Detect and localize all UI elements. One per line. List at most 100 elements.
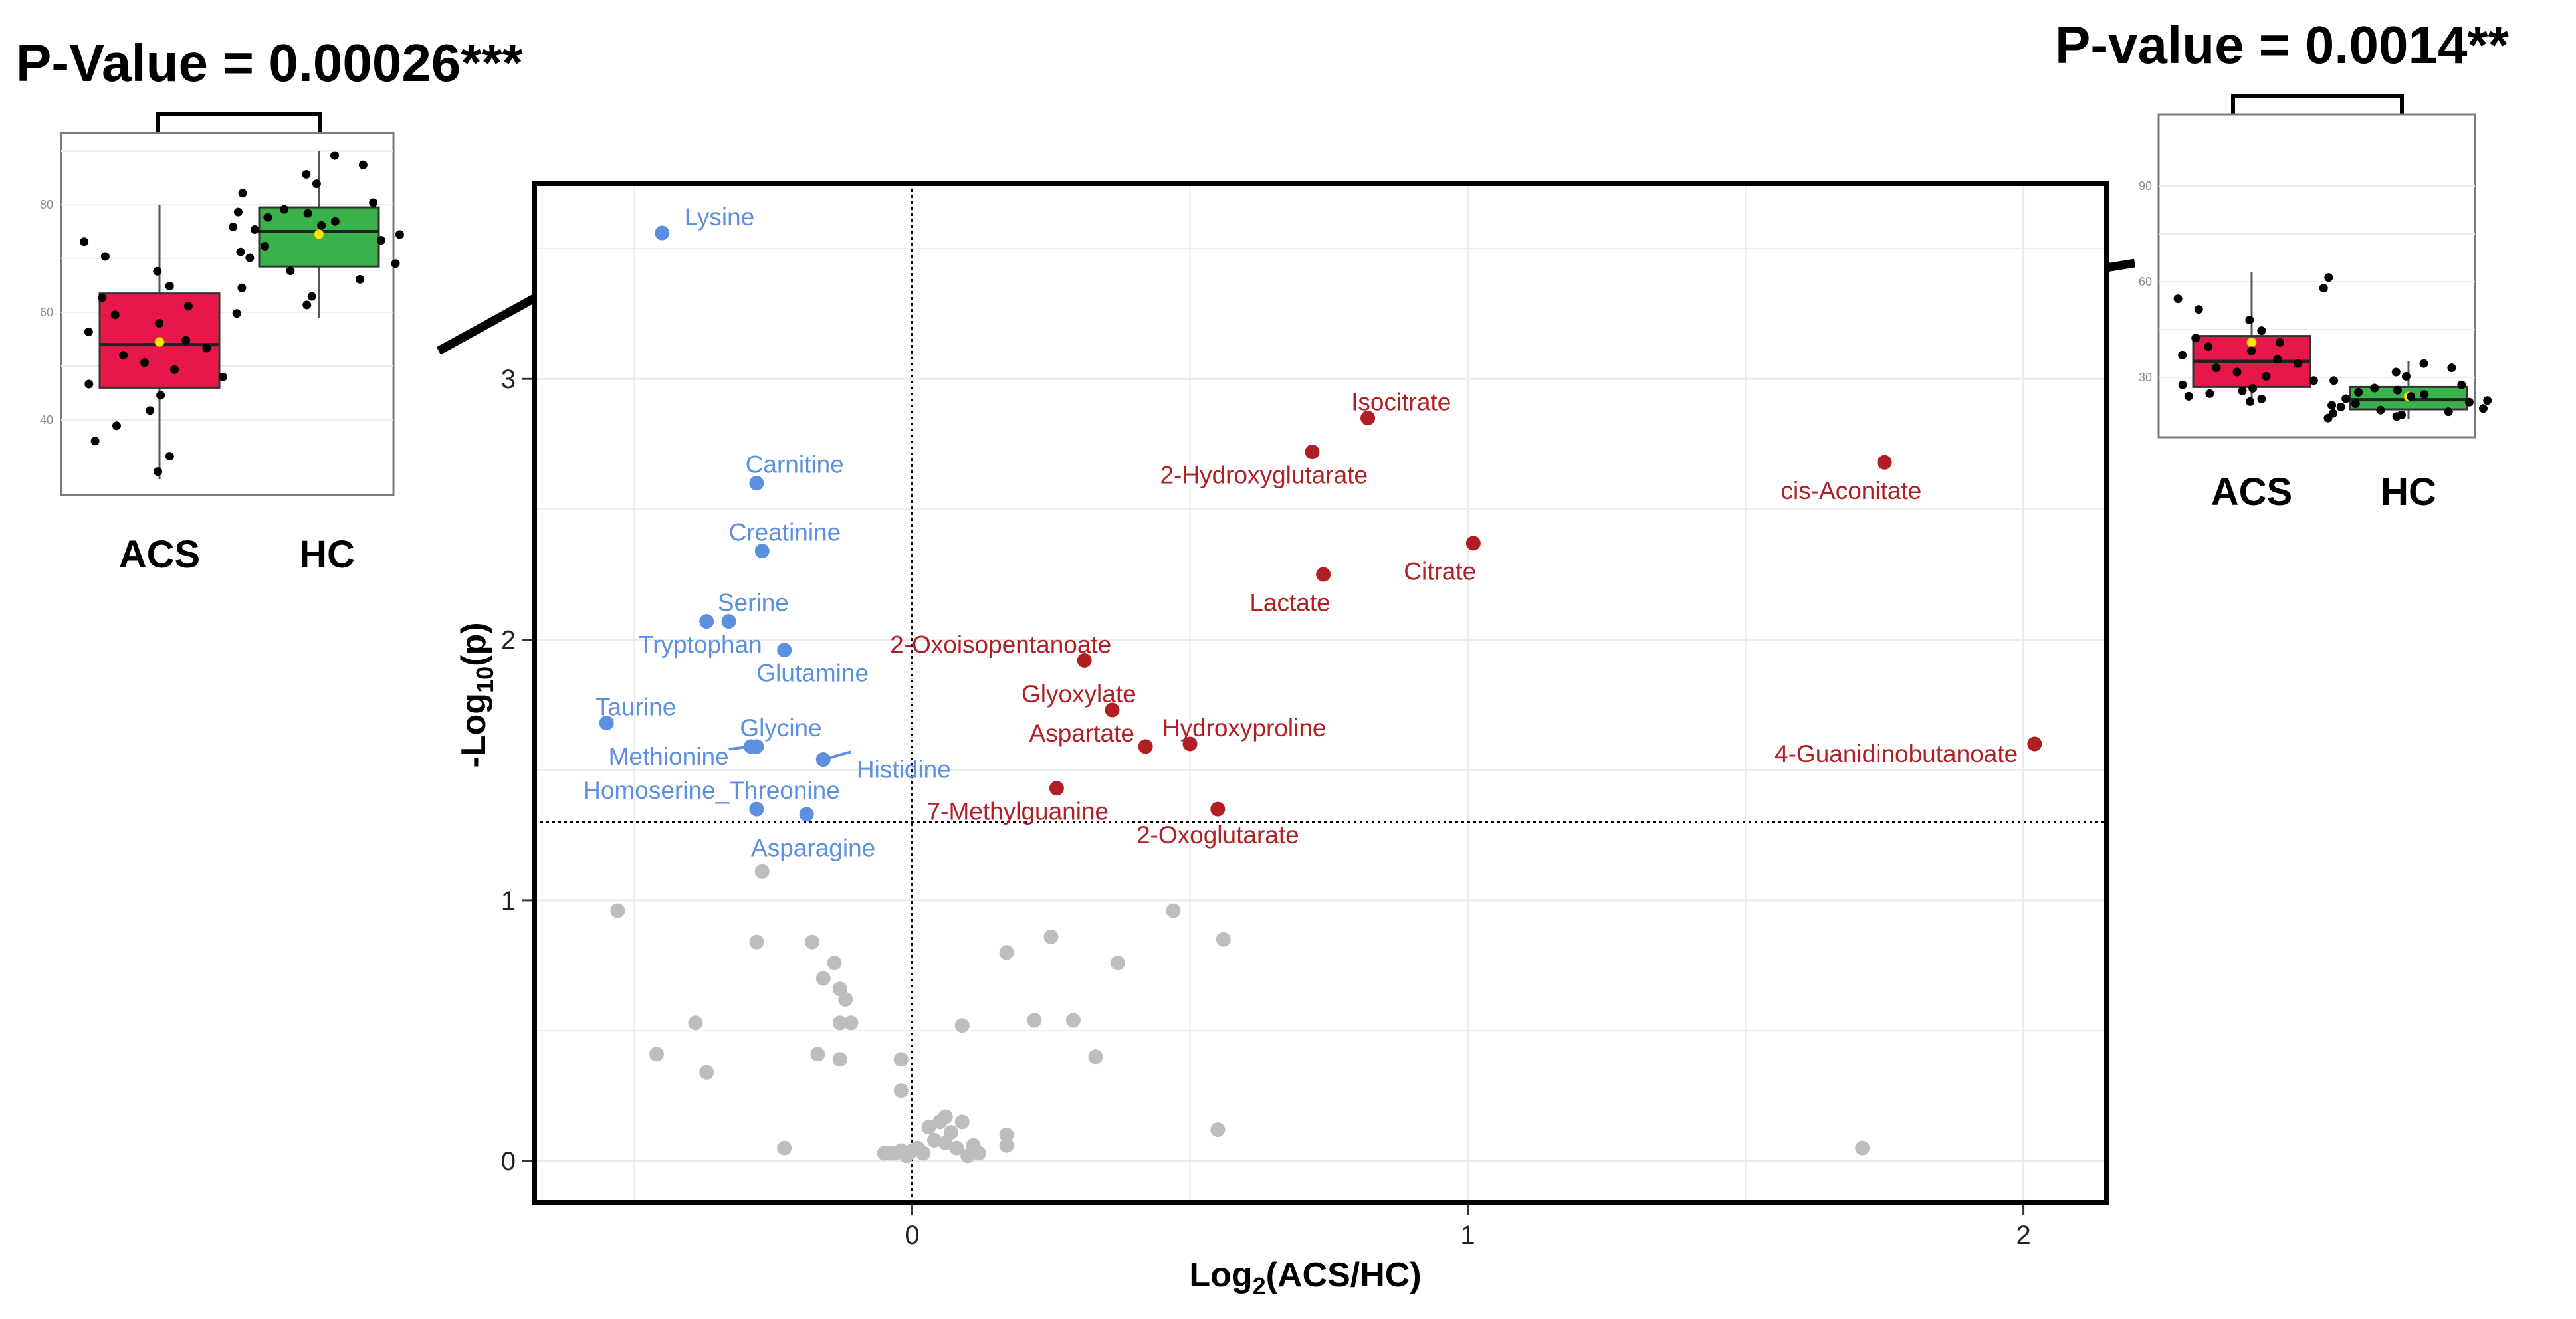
y-axis-title-main: -Log (455, 693, 493, 768)
ns-point (1855, 1140, 1870, 1156)
down-point (749, 476, 764, 491)
inset-mean-marker (2246, 337, 2257, 348)
down-point-label: Creatinine (729, 519, 841, 546)
down-point-label: Homoserine_Threonine (583, 777, 840, 804)
ns-point (893, 1052, 909, 1067)
inset-jitter-point (238, 189, 247, 198)
right-inset: P-value = 0.0014** 90 60 30 ACS HC (2055, 15, 2510, 514)
inset-jitter-point (2257, 394, 2266, 403)
left-inset-boxes (98, 151, 380, 480)
inset-jitter-point (2245, 316, 2254, 325)
up-point-label: cis-Aconitate (1781, 477, 1922, 504)
ns-point (649, 1047, 664, 1062)
inset-jitter-point (80, 237, 89, 247)
point-labels: Lysine Carnitine Creatinine Serine Tryptopha… (583, 203, 2018, 861)
inset-jitter-point (165, 282, 174, 291)
inset-jitter-point (2246, 397, 2255, 406)
down-point (777, 643, 792, 658)
up-point-label: Aspartate (1029, 720, 1134, 747)
up-point (1210, 801, 1226, 817)
ns-point (1110, 956, 1125, 971)
ns-point (1088, 1049, 1103, 1065)
right-inset-ytick: 30 (2139, 371, 2152, 384)
inset-jitter-point (232, 309, 241, 318)
inset-jitter-point (2419, 359, 2428, 368)
inset-jitter-point (2420, 390, 2429, 399)
x-axis-title: Log2(ACS/HC) (1189, 1256, 1421, 1300)
up-point (1305, 445, 1320, 460)
up-point (1465, 536, 1481, 551)
up-point-label: Lactate (1249, 589, 1330, 617)
inset-jitter-point (2391, 367, 2401, 377)
down-point (599, 716, 614, 731)
inset-jitter-point (358, 160, 368, 169)
down-point-label: Glutamine (756, 660, 869, 687)
inset-jitter-point (2309, 376, 2318, 385)
ns-point (999, 945, 1014, 960)
down-point-label: Serine (718, 589, 789, 617)
ns-point (827, 956, 842, 971)
inset-mean-marker (154, 337, 165, 348)
inset-jitter-point (2407, 392, 2416, 401)
inset-jitter-point (2401, 371, 2411, 381)
inset-jitter-point (2319, 284, 2328, 293)
x-tick-label: 1 (1460, 1221, 1475, 1250)
ns-point (777, 1140, 792, 1156)
y-tick-label: 3 (501, 365, 516, 394)
down-point-label: Glycine (740, 714, 821, 742)
inset-jitter-point (2447, 363, 2456, 373)
inset-jitter-point (377, 236, 386, 245)
ns-point (938, 1109, 953, 1124)
up-point-label: Isocitrate (1351, 389, 1451, 416)
up-point (1877, 455, 1892, 470)
left-inset-group-label: ACS (119, 533, 200, 576)
up-point-label: Glyoxylate (1021, 680, 1136, 708)
inset-jitter-point (218, 372, 227, 381)
inset-jitter-point (2248, 383, 2258, 393)
inset-jitter-point (119, 351, 128, 360)
inset-jitter-point (302, 169, 311, 179)
inset-jitter-point (356, 274, 365, 284)
inset-jitter-point (183, 302, 193, 311)
inset-jitter-point (84, 379, 94, 389)
x-tick-label: 0 (905, 1221, 919, 1250)
down-point (754, 544, 770, 559)
inset-jitter-point (2327, 401, 2337, 410)
x-axis-ticks: 0 1 2 (905, 1205, 2031, 1250)
right-inset-ytick: 90 (2139, 179, 2152, 193)
inset-jitter-point (245, 253, 255, 262)
inset-jitter-point (2205, 389, 2214, 398)
up-point-label: 4-Guanidinobutanoate (1774, 740, 2018, 767)
y-tick-label: 1 (501, 886, 516, 916)
inset-jitter-point (317, 221, 326, 230)
inset-jitter-point (154, 467, 163, 476)
y-axis-title-subscript: 10 (471, 666, 498, 693)
inset-jitter-point (302, 300, 312, 310)
up-point-label: 2-Oxoisopentanoate (890, 631, 1111, 658)
inset-jitter-point (2328, 409, 2337, 418)
ns-point (949, 1140, 964, 1156)
ns-point (688, 1015, 703, 1031)
inset-jitter-point (330, 151, 340, 160)
x-axis-title-subscript: 2 (1253, 1272, 1266, 1300)
inset-jitter-point (2262, 371, 2271, 381)
inset-jitter-point (2247, 346, 2256, 355)
inset-jitter-point (307, 292, 316, 301)
right-significance-bracket (2231, 94, 2404, 118)
inset-mean-marker (314, 229, 324, 240)
right-pvalue-title: P-value = 0.0014** (2055, 15, 2510, 74)
inset-jitter-point (2191, 334, 2200, 343)
inset-jitter-point (303, 209, 312, 218)
y-tick-label: 0 (501, 1147, 516, 1176)
ns-point (843, 1015, 859, 1031)
down-point-label: Lysine (685, 203, 755, 231)
y-axis-title: -Log10(p) (455, 622, 498, 767)
inset-jitter-point (2324, 273, 2333, 282)
ns-point (832, 1015, 847, 1031)
x-tick-label: 2 (2016, 1221, 2030, 1250)
right-inset-group-label: HC (2381, 470, 2436, 514)
inset-jitter-point (312, 179, 321, 189)
threshold-lines (534, 183, 2107, 1203)
inset-jitter-point (2464, 397, 2474, 407)
